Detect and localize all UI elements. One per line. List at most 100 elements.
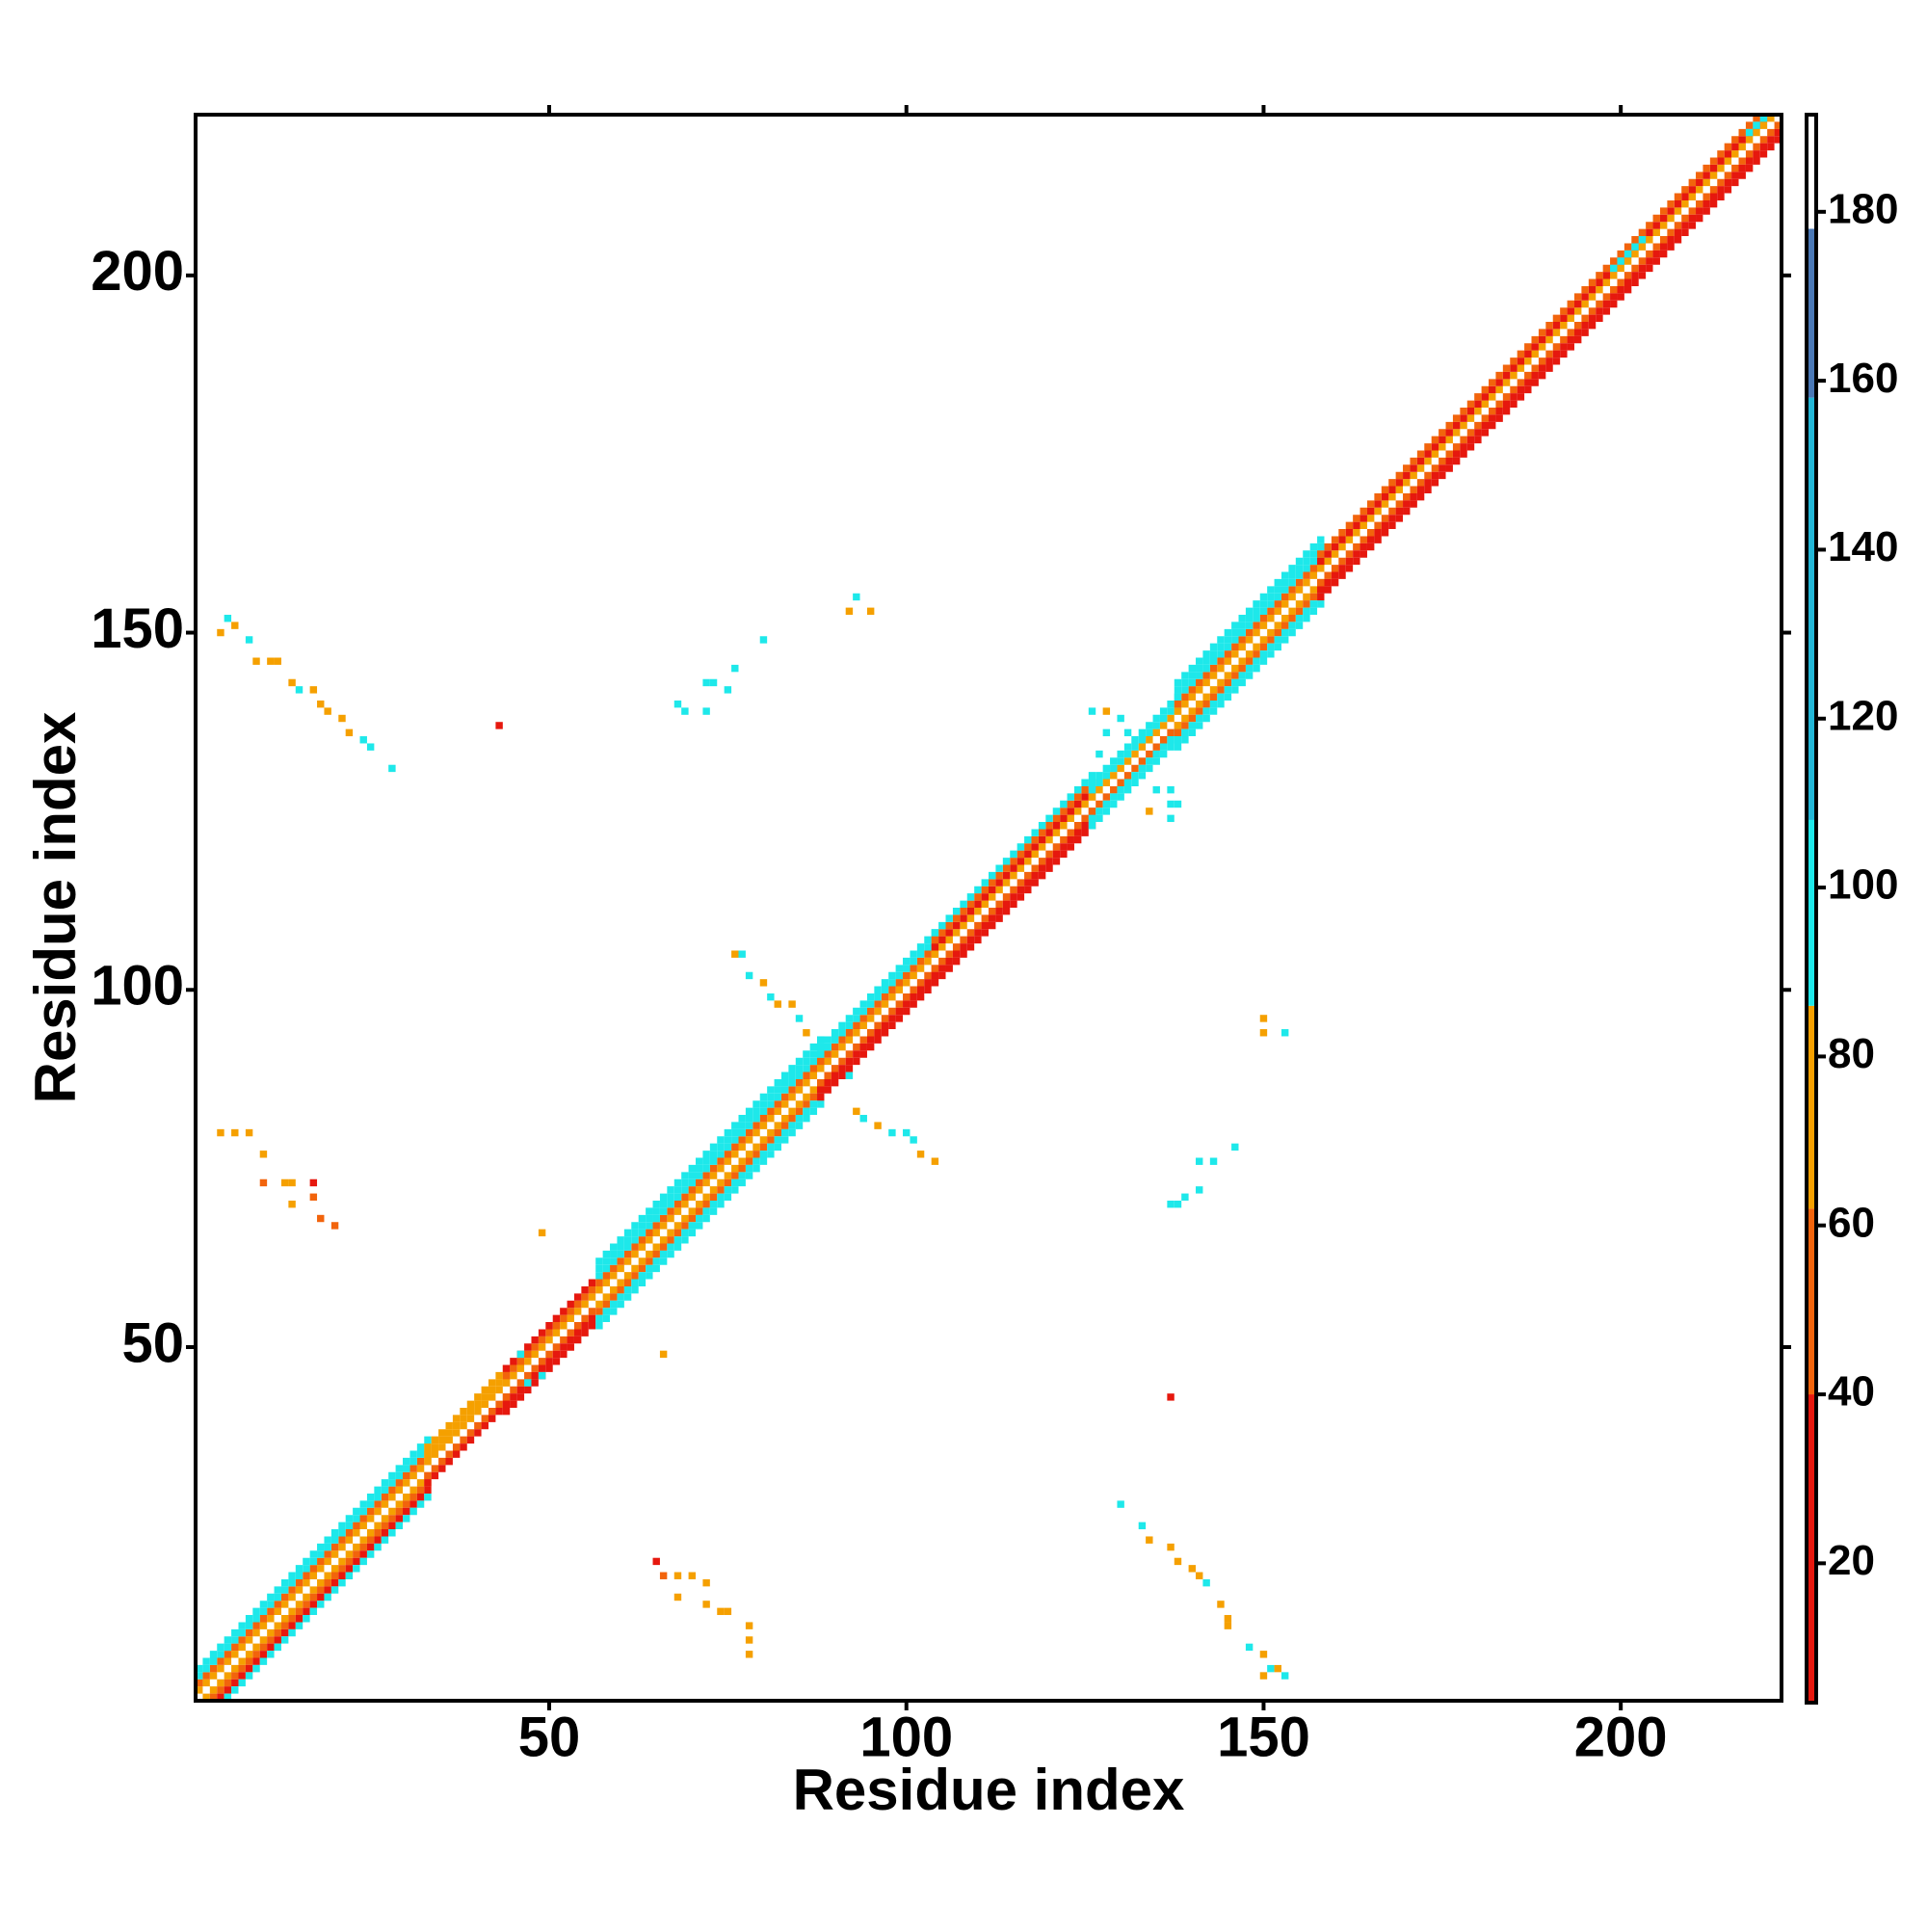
cell xyxy=(1167,814,1175,823)
cell xyxy=(724,686,732,694)
band xyxy=(931,793,1096,958)
x-tick-label: 100 xyxy=(859,1706,953,1768)
band xyxy=(1088,707,1182,801)
cell xyxy=(359,736,367,744)
cell xyxy=(738,950,746,958)
band xyxy=(817,965,939,1087)
cell xyxy=(1217,1601,1225,1608)
cell xyxy=(495,722,503,729)
cell xyxy=(1231,1143,1239,1151)
cell xyxy=(338,714,346,723)
band xyxy=(1088,693,1182,786)
band xyxy=(502,1279,596,1372)
cell xyxy=(1280,1029,1289,1037)
band xyxy=(1174,578,1325,729)
cell xyxy=(724,1607,732,1616)
cell xyxy=(767,992,775,1001)
cell xyxy=(1224,1615,1232,1623)
band xyxy=(817,943,939,1066)
cell xyxy=(1202,1578,1210,1587)
cell xyxy=(1174,1200,1182,1208)
cell xyxy=(731,950,739,958)
cell xyxy=(1259,1015,1268,1022)
cell xyxy=(745,1636,753,1644)
band xyxy=(217,1493,432,1701)
cell xyxy=(224,615,232,622)
band xyxy=(1174,586,1325,737)
band xyxy=(817,929,939,1051)
colorbar-tick-label: 140 xyxy=(1828,523,1898,570)
cell xyxy=(288,678,296,687)
cell xyxy=(681,707,689,715)
cell xyxy=(1196,1186,1203,1194)
x-tick-label: 150 xyxy=(1217,1706,1310,1768)
cell xyxy=(1152,785,1160,794)
band xyxy=(1174,550,1325,701)
cell xyxy=(1267,1664,1275,1673)
cell xyxy=(1174,800,1182,808)
cell xyxy=(288,1178,296,1187)
band xyxy=(196,1443,432,1680)
colorbar-segment xyxy=(1807,1005,1816,1209)
cell xyxy=(1245,1643,1254,1652)
colorbar-segment xyxy=(1807,397,1816,820)
y-axis-label: Residue index xyxy=(23,712,88,1104)
band xyxy=(595,1043,825,1273)
cell xyxy=(245,1128,253,1137)
cell xyxy=(1167,1543,1175,1551)
cell xyxy=(745,1651,753,1658)
band xyxy=(1088,736,1182,830)
band xyxy=(1088,722,1182,815)
cell xyxy=(245,636,253,644)
band xyxy=(1088,700,1182,794)
cell xyxy=(673,700,682,708)
cell xyxy=(1123,728,1132,737)
y-tick-label: 100 xyxy=(91,955,184,1018)
band xyxy=(1317,121,1782,587)
band xyxy=(1745,115,1775,137)
heatmap xyxy=(196,115,1782,1701)
band xyxy=(196,1457,432,1694)
cell xyxy=(231,1128,239,1137)
cell xyxy=(652,1557,660,1566)
band xyxy=(931,814,1096,980)
x-axis-label: Residue index xyxy=(793,1758,1185,1822)
cell xyxy=(259,1178,268,1187)
band xyxy=(595,1057,825,1286)
band xyxy=(595,1036,825,1265)
cell xyxy=(274,657,281,665)
cell xyxy=(295,686,304,694)
cell xyxy=(874,1122,882,1129)
cell xyxy=(774,1000,781,1008)
cell xyxy=(673,1593,682,1601)
cell xyxy=(717,1607,725,1616)
cell xyxy=(366,743,375,751)
band xyxy=(502,1322,596,1416)
cell xyxy=(845,607,854,616)
cell xyxy=(1224,1622,1232,1629)
y-tick-label: 200 xyxy=(91,240,184,303)
cell xyxy=(345,728,354,737)
cell xyxy=(1280,1672,1289,1680)
cell xyxy=(1117,714,1124,723)
cell xyxy=(659,1350,668,1359)
colorbar-tick-label: 60 xyxy=(1828,1199,1875,1246)
cell xyxy=(1167,800,1175,808)
cell xyxy=(1117,1500,1124,1508)
colorbar-tick-label: 180 xyxy=(1828,185,1898,232)
cell xyxy=(317,700,325,708)
plot-frame xyxy=(194,113,1783,1703)
cell xyxy=(731,664,739,673)
x-tick-label: 200 xyxy=(1574,1706,1668,1768)
cell xyxy=(1209,1157,1218,1165)
band xyxy=(196,1471,432,1701)
y-tick-label: 50 xyxy=(121,1311,184,1374)
cell xyxy=(673,1572,682,1579)
band xyxy=(817,936,939,1058)
cell xyxy=(267,657,275,665)
cell xyxy=(1138,1522,1147,1530)
cell xyxy=(702,678,710,687)
band xyxy=(595,1065,825,1294)
band xyxy=(595,1100,825,1330)
